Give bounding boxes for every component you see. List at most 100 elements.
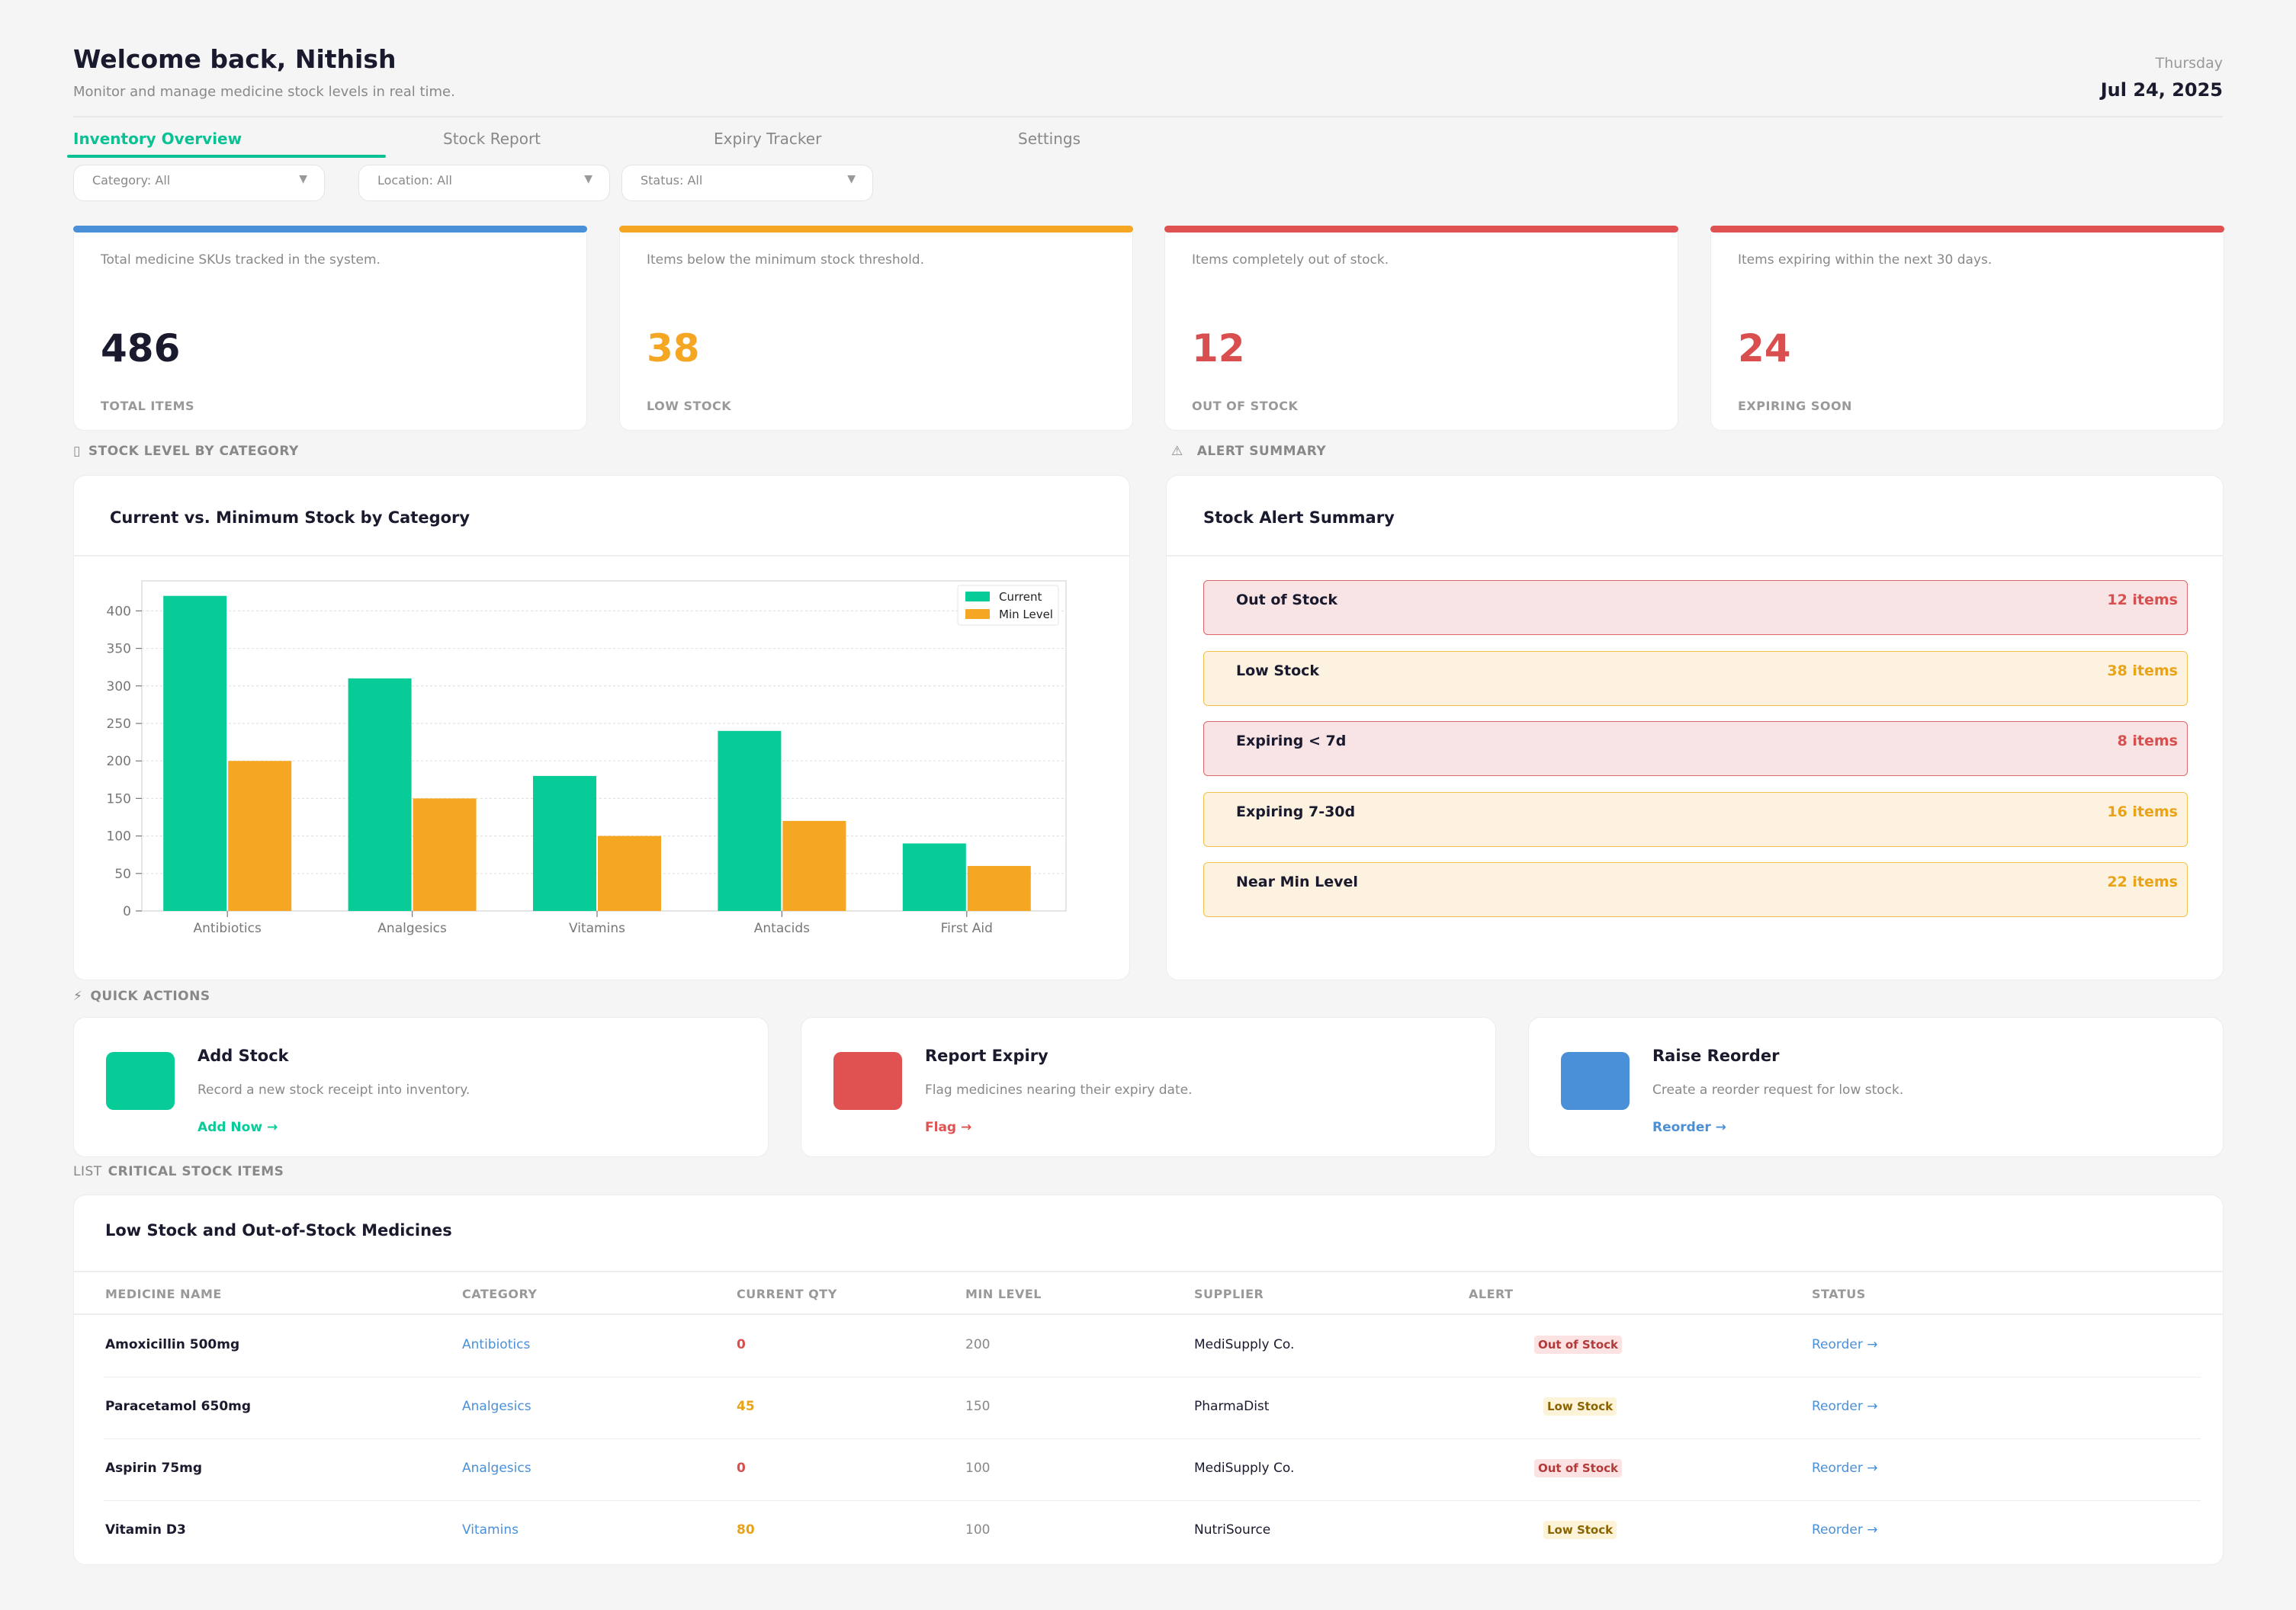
- add-stock-icon: [106, 1052, 175, 1110]
- page-subtitle: Monitor and manage medicine stock levels…: [73, 84, 455, 100]
- reorder-link[interactable]: Reorder →: [1812, 1461, 1878, 1476]
- column-header-alert[interactable]: ALERT: [1469, 1287, 1514, 1301]
- medicine-name: Aspirin 75mg: [105, 1461, 203, 1476]
- column-header-status[interactable]: STATUS: [1812, 1287, 1866, 1301]
- active-tab-indicator: [67, 155, 386, 158]
- category-link[interactable]: Analgesics: [462, 1461, 531, 1476]
- quick-action-raise-reorder[interactable]: Raise Reorder Create a reorder request f…: [1528, 1017, 2224, 1157]
- kpi-card-out-of-stock: Items completely out of stock. 12 OUT OF…: [1164, 233, 1678, 431]
- column-header-category[interactable]: CATEGORY: [462, 1287, 538, 1301]
- quick-action-title: Report Expiry: [925, 1047, 1048, 1065]
- reorder-link[interactable]: Reorder →: [1812, 1399, 1878, 1414]
- status-filter[interactable]: Status: All ▼: [621, 165, 873, 201]
- header-divider: [73, 116, 2223, 117]
- quick-action-report-expiry[interactable]: Report Expiry Flag medicines nearing the…: [801, 1017, 1496, 1157]
- current-qty: 0: [737, 1461, 746, 1476]
- current-qty: 0: [737, 1337, 746, 1352]
- alert-row-label: Expiring 7-30d: [1236, 803, 1356, 820]
- chevron-down-icon: ▼: [584, 173, 592, 185]
- status-badge: Low Stock: [1543, 1397, 1617, 1416]
- status-filter-label: Status: All: [641, 173, 703, 188]
- quick-action-description: Flag medicines nearing their expiry date…: [925, 1082, 1193, 1098]
- alert-row-count: 8 items: [2117, 733, 2178, 749]
- category-filter-label: Category: All: [92, 173, 171, 188]
- report-expiry-icon: [833, 1052, 902, 1110]
- kpi-value: 24: [1738, 326, 1791, 370]
- supplier-name: NutriSource: [1194, 1522, 1271, 1538]
- critical-stock-table-panel: Low Stock and Out-of-Stock Medicines: [73, 1195, 2224, 1565]
- kpi-description: Items expiring within the next 30 days.: [1738, 252, 1993, 268]
- column-header-current-qty[interactable]: CURRENT QTY: [737, 1287, 837, 1301]
- page-title: Welcome back, Nithish: [73, 44, 397, 74]
- alert-row[interactable]: Low Stock 38 items: [1203, 651, 2188, 706]
- tab-inventory-overview[interactable]: Inventory Overview: [73, 130, 242, 148]
- medicine-name: Paracetamol 650mg: [105, 1399, 252, 1414]
- quick-action-description: Record a new stock receipt into inventor…: [197, 1082, 470, 1098]
- supplier-name: PharmaDist: [1194, 1399, 1270, 1414]
- current-qty: 45: [737, 1399, 755, 1414]
- medicine-name: Amoxicillin 500mg: [105, 1337, 240, 1352]
- column-header-medicine-name[interactable]: MEDICINE NAME: [105, 1287, 222, 1301]
- kpi-label: LOW STOCK: [647, 399, 732, 413]
- current-qty: 80: [737, 1522, 755, 1538]
- category-link[interactable]: Vitamins: [462, 1522, 519, 1538]
- kpi-label: EXPIRING SOON: [1738, 399, 1852, 413]
- alert-row[interactable]: Out of Stock 12 items: [1203, 580, 2188, 635]
- kpi-description: Total medicine SKUs tracked in the syste…: [101, 252, 381, 268]
- section-header-critical-stock: LIST CRITICAL STOCK ITEMS: [73, 1164, 284, 1179]
- min-level: 150: [965, 1399, 991, 1414]
- section-header-quick-actions: ⚡ QUICK ACTIONS: [73, 989, 210, 1004]
- raise-reorder-icon: [1561, 1052, 1630, 1110]
- category-link[interactable]: Antibiotics: [462, 1337, 531, 1352]
- kpi-accent-bar: [73, 226, 587, 233]
- category-filter[interactable]: Category: All ▼: [73, 165, 325, 201]
- location-filter-label: Location: All: [377, 173, 452, 188]
- alert-row-label: Out of Stock: [1236, 592, 1338, 608]
- status-badge: Low Stock: [1543, 1521, 1617, 1539]
- tab-stock-report[interactable]: Stock Report: [443, 130, 541, 148]
- date-label: Jul 24, 2025: [2100, 79, 2223, 101]
- medicine-name: Vitamin D3: [105, 1522, 186, 1538]
- reorder-link[interactable]: Reorder →: [1812, 1522, 1878, 1538]
- supplier-name: MediSupply Co.: [1194, 1461, 1295, 1476]
- min-level: 100: [965, 1522, 991, 1538]
- alert-panel-title: Stock Alert Summary: [1203, 508, 1395, 527]
- chevron-down-icon: ▼: [847, 173, 856, 185]
- alert-row[interactable]: Near Min Level 22 items: [1203, 862, 2188, 917]
- kpi-value: 38: [647, 326, 700, 370]
- panel-divider: [74, 555, 1129, 556]
- min-level: 100: [965, 1461, 991, 1476]
- kpi-accent-bar: [1710, 226, 2224, 233]
- kpi-label: TOTAL ITEMS: [101, 399, 195, 413]
- tab-settings[interactable]: Settings: [1018, 130, 1081, 148]
- kpi-card-total-items: Total medicine SKUs tracked in the syste…: [73, 233, 587, 431]
- flag-link[interactable]: Flag →: [925, 1120, 972, 1135]
- alert-row-count: 16 items: [2107, 803, 2178, 820]
- tab-expiry-tracker[interactable]: Expiry Tracker: [714, 130, 822, 148]
- category-link[interactable]: Analgesics: [462, 1399, 531, 1414]
- section-label: QUICK ACTIONS: [90, 989, 210, 1004]
- section-label: CRITICAL STOCK ITEMS: [108, 1164, 284, 1179]
- alert-row-count: 38 items: [2107, 662, 2178, 679]
- quick-action-add-stock[interactable]: Add Stock Record a new stock receipt int…: [73, 1017, 769, 1157]
- alert-row[interactable]: Expiring 7-30d 16 items: [1203, 792, 2188, 847]
- column-header-min-level[interactable]: MIN LEVEL: [965, 1287, 1042, 1301]
- add-now-link[interactable]: Add Now →: [197, 1120, 278, 1135]
- alert-row[interactable]: Expiring < 7d 8 items: [1203, 721, 2188, 776]
- alert-row-label: Near Min Level: [1236, 874, 1358, 890]
- kpi-card-expiring-soon: Items expiring within the next 30 days. …: [1710, 233, 2224, 431]
- kpi-value: 486: [101, 326, 181, 370]
- header-divider: [74, 1313, 2223, 1315]
- chevron-down-icon: ▼: [299, 173, 307, 185]
- kpi-description: Items below the minimum stock threshold.: [647, 252, 925, 268]
- min-level: 200: [965, 1337, 991, 1352]
- location-filter[interactable]: Location: All ▼: [358, 165, 610, 201]
- status-badge: Out of Stock: [1534, 1459, 1623, 1477]
- column-header-supplier[interactable]: SUPPLIER: [1194, 1287, 1264, 1301]
- reorder-link[interactable]: Reorder →: [1652, 1120, 1726, 1135]
- kpi-card-low-stock: Items below the minimum stock threshold.…: [619, 233, 1133, 431]
- panel-divider: [1167, 555, 2223, 556]
- kpi-accent-bar: [619, 226, 1133, 233]
- reorder-link[interactable]: Reorder →: [1812, 1337, 1878, 1352]
- alert-row-label: Low Stock: [1236, 662, 1320, 679]
